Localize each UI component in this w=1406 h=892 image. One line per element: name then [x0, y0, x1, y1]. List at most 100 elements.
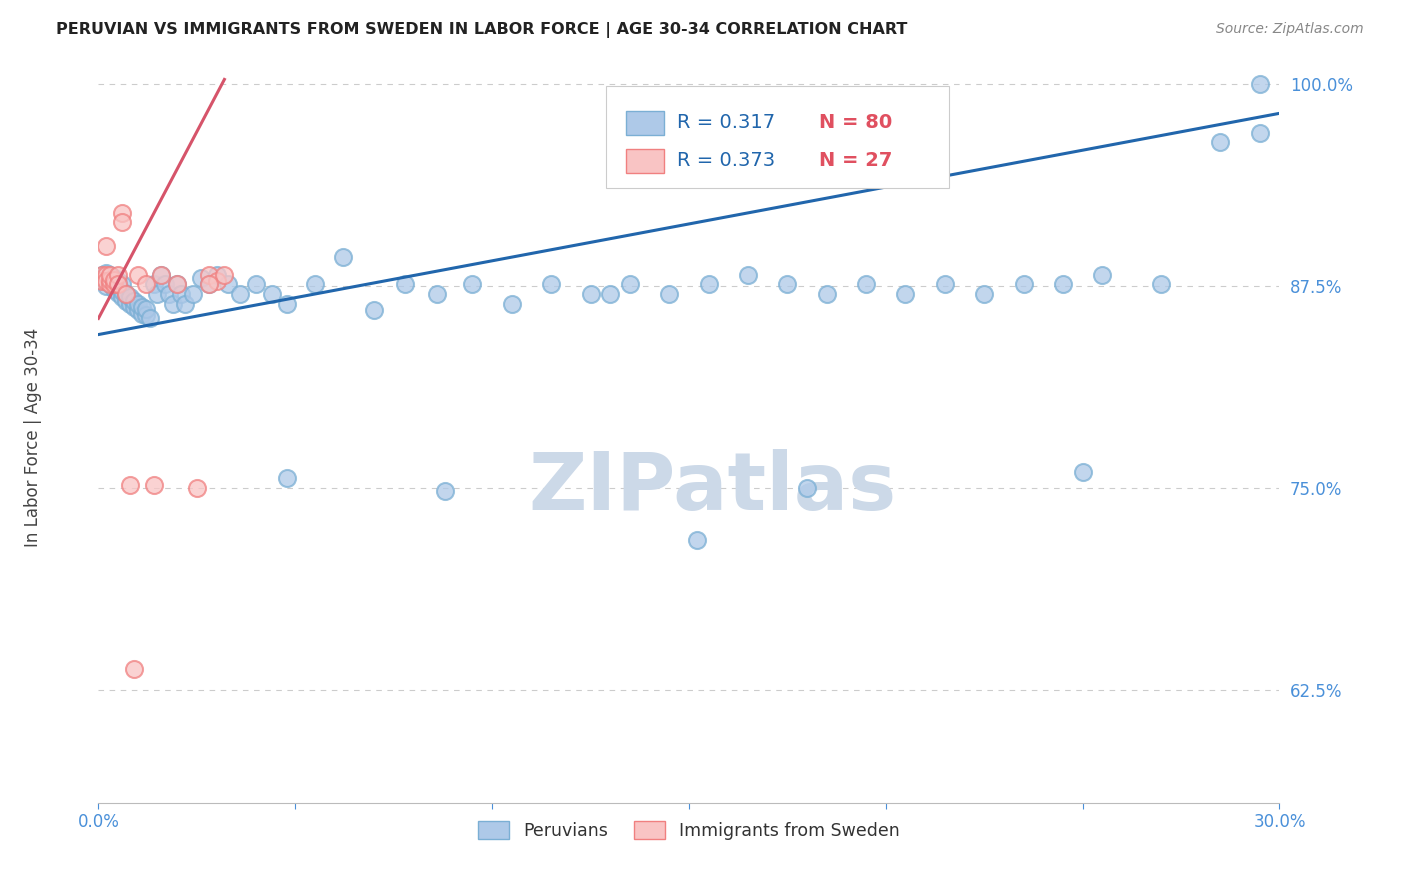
Point [115, 293, 138, 308]
Point [96, 274, 118, 288]
Point [426, 287, 449, 301]
Point [1091, 268, 1114, 282]
Point [111, 277, 134, 292]
Point [98, 277, 121, 292]
Point [131, 300, 153, 314]
Point [96, 268, 118, 282]
Point [894, 287, 917, 301]
Point [737, 268, 759, 282]
Point [122, 662, 145, 676]
Point [115, 287, 138, 301]
FancyBboxPatch shape [606, 86, 949, 188]
Point [776, 277, 799, 292]
Point [111, 214, 134, 228]
Text: ZIPatlas: ZIPatlas [529, 450, 897, 527]
Point [686, 533, 709, 547]
Point [1071, 465, 1094, 479]
Point [855, 277, 877, 292]
Point [394, 277, 416, 292]
Point [205, 268, 228, 282]
Point [91, 274, 114, 288]
Point [146, 287, 169, 301]
Point [190, 271, 212, 285]
Point [131, 307, 153, 321]
Point [107, 285, 129, 300]
Point [135, 301, 157, 316]
Text: R = 0.373: R = 0.373 [678, 152, 775, 170]
Point [115, 287, 138, 301]
Point [433, 484, 456, 499]
Point [98, 268, 121, 282]
Point [138, 311, 160, 326]
Point [166, 277, 188, 292]
Point [501, 297, 523, 311]
Point [103, 277, 125, 292]
Point [166, 277, 188, 292]
Point [599, 287, 621, 301]
Text: R = 0.317: R = 0.317 [678, 113, 775, 132]
Point [363, 303, 385, 318]
Point [103, 271, 125, 285]
Point [1209, 136, 1232, 150]
Point [157, 287, 180, 301]
Point [170, 287, 193, 301]
Point [214, 268, 236, 282]
Text: In Labor Force | Age 30-34: In Labor Force | Age 30-34 [24, 327, 42, 547]
Text: PERUVIAN VS IMMIGRANTS FROM SWEDEN IN LABOR FORCE | AGE 30-34 CORRELATION CHART: PERUVIAN VS IMMIGRANTS FROM SWEDEN IN LA… [56, 22, 908, 38]
Point [205, 274, 228, 288]
Point [245, 277, 267, 292]
Point [197, 277, 219, 292]
Point [103, 273, 125, 287]
Point [619, 277, 641, 292]
Point [796, 481, 818, 495]
Point [135, 277, 157, 292]
Point [111, 290, 134, 304]
Point [107, 277, 129, 292]
Point [103, 282, 125, 296]
Point [142, 477, 165, 491]
Text: Source: ZipAtlas.com: Source: ZipAtlas.com [1216, 22, 1364, 37]
Point [127, 268, 149, 282]
Point [103, 276, 125, 290]
Point [181, 287, 204, 301]
Point [96, 279, 118, 293]
Legend: Peruvians, Immigrants from Sweden: Peruvians, Immigrants from Sweden [471, 814, 907, 847]
Point [174, 297, 197, 311]
Point [579, 287, 602, 301]
Point [91, 268, 114, 282]
Point [96, 238, 118, 252]
Point [118, 477, 141, 491]
Point [111, 206, 134, 220]
Point [98, 273, 121, 287]
Text: N = 27: N = 27 [818, 152, 893, 170]
Point [162, 297, 184, 311]
Point [461, 277, 484, 292]
Point [697, 277, 720, 292]
Point [98, 268, 121, 282]
Point [107, 274, 129, 288]
Text: N = 80: N = 80 [818, 113, 891, 132]
Point [107, 279, 129, 293]
Point [197, 268, 219, 282]
Point [260, 287, 283, 301]
Point [304, 277, 326, 292]
Point [96, 266, 118, 280]
Point [127, 297, 149, 311]
Point [658, 287, 681, 301]
Point [155, 277, 177, 292]
FancyBboxPatch shape [626, 149, 664, 173]
Point [197, 277, 219, 292]
Point [98, 273, 121, 287]
Point [122, 293, 145, 308]
Point [122, 300, 145, 314]
Point [934, 277, 956, 292]
Point [111, 284, 134, 298]
Point [1150, 277, 1173, 292]
Point [118, 290, 141, 304]
Point [142, 277, 165, 292]
Point [1012, 277, 1035, 292]
Point [332, 250, 354, 264]
Point [150, 268, 173, 282]
Point [229, 287, 252, 301]
Point [127, 303, 149, 318]
